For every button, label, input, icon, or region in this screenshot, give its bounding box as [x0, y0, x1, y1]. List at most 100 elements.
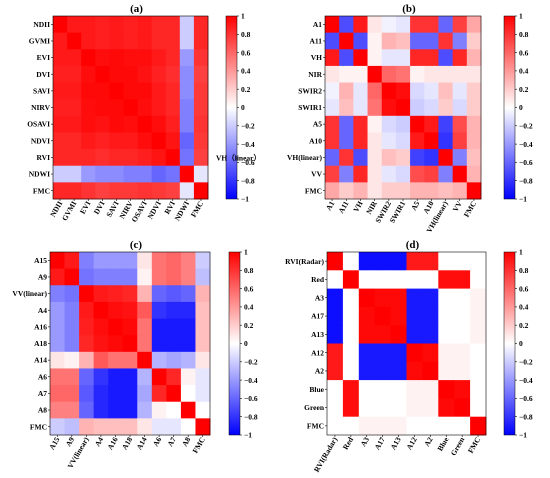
heatmap-panel-c: (c) A15 A9 VV(linear) A4 A16 A18 A14 A6 A7 A8 FMC A1… — [0, 236, 275, 478]
heatmap-cell-b-2-0 — [325, 49, 340, 67]
heatmap-cell-c-1-8 — [166, 268, 182, 286]
row-label-b-fmc: FMC — [305, 186, 322, 195]
colorbar-d — [503, 251, 516, 436]
colorbar-label-c-5: 0 — [244, 339, 248, 348]
colorbar-label-d-10: −1 — [519, 431, 527, 440]
heatmap-cell-b-0-2 — [353, 16, 368, 34]
col-label-b-a1: A1 — [324, 199, 337, 212]
heatmap-cell-c-9-8 — [166, 401, 182, 419]
heatmap-cell-b-6-6 — [410, 115, 425, 133]
heatmap-cell-c-1-4 — [108, 268, 124, 286]
heatmap-cell-a-2-9 — [179, 49, 195, 67]
heatmap-cell-c-1-5 — [122, 268, 138, 286]
heatmap-cell-c-9-6 — [137, 401, 153, 419]
heatmap-cell-c-10-5 — [122, 418, 138, 436]
heatmap-cell-d-7-9 — [470, 380, 487, 399]
heatmap-cell-a-0-4 — [109, 16, 124, 34]
heatmap-cell-d-3-2 — [358, 306, 376, 326]
heatmap-cell-d-6-5 — [406, 361, 423, 381]
heatmap-cell-a-10-2 — [81, 182, 96, 200]
heatmap-cell-c-7-9 — [180, 368, 196, 386]
colorbar-label-c-2: 0.6 — [244, 284, 254, 293]
heatmap-cell-b-2-9 — [452, 49, 468, 67]
heatmap-cell-b-2-4 — [381, 49, 397, 67]
colorbar-label-a-7: −0.4 — [241, 140, 255, 149]
heatmap-cell-b-9-7 — [424, 165, 439, 183]
colorbar-a — [225, 15, 238, 200]
heatmap-cell-b-2-8 — [438, 49, 454, 67]
heatmap-cell-d-4-5 — [406, 325, 423, 344]
heatmap-a-svg: (a)NDIIGVMIEVIDVISAVINIRVOSAVINDVIRVINDW… — [27, 3, 261, 224]
heatmap-cell-c-5-9 — [180, 335, 196, 353]
heatmap-cell-c-3-4 — [108, 301, 124, 319]
heatmap-cell-a-6-2 — [81, 115, 96, 133]
heatmap-cell-a-1-7 — [151, 32, 167, 50]
heatmap-cell-b-10-5 — [395, 182, 411, 200]
heatmap-cell-a-5-3 — [95, 99, 110, 117]
heatmap-cell-a-10-1 — [67, 182, 82, 200]
row-label-d-red: Red — [311, 275, 325, 284]
heatmap-cell-c-4-2 — [79, 318, 95, 336]
heatmap-cell-d-0-3 — [374, 252, 391, 271]
heatmap-cell-a-0-1 — [67, 16, 82, 34]
heatmap-cell-d-0-5 — [406, 252, 423, 271]
heatmap-cell-b-10-9 — [452, 182, 468, 200]
heatmap-panel-d: (d) RVI(Radar) Red A3 A17 A13 A12 A2 Blue Green FM… — [275, 236, 550, 478]
col-label-a-fmc: FMC — [189, 200, 205, 219]
colorbar-label-a-4: 0.2 — [241, 85, 251, 94]
heatmap-cell-d-0-8 — [454, 252, 471, 271]
heatmap-cell-a-0-7 — [151, 16, 167, 34]
heatmap-cell-c-2-9 — [180, 285, 196, 303]
heatmap-cell-d-8-4 — [390, 398, 407, 418]
heatmap-cell-b-6-4 — [381, 115, 397, 133]
heatmap-cell-c-7-8 — [166, 368, 182, 386]
colorbar-label-d-9: −0.8 — [519, 412, 533, 421]
colorbar-label-c-4: 0.2 — [244, 321, 254, 330]
heatmap-cell-b-4-0 — [325, 82, 340, 100]
heatmap-cell-d-2-5 — [406, 288, 423, 308]
heatmap-cell-a-6-7 — [151, 115, 167, 133]
heatmap-cell-b-7-6 — [410, 132, 425, 150]
heatmap-cell-a-7-10 — [193, 132, 209, 150]
heatmap-cell-c-6-10 — [195, 351, 211, 369]
heatmap-cell-d-6-8 — [454, 361, 471, 381]
heatmap-cell-c-6-7 — [151, 351, 167, 369]
heatmap-cell-a-5-8 — [165, 99, 181, 117]
heatmap-cell-d-2-9 — [470, 288, 487, 308]
heatmap-cell-a-5-9 — [179, 99, 195, 117]
heatmap-cell-c-10-3 — [93, 418, 109, 436]
heatmap-cell-b-9-6 — [410, 165, 425, 183]
heatmap-cell-b-4-8 — [438, 82, 454, 100]
colorbar-label-b-6: −0.2 — [519, 122, 533, 131]
heatmap-cell-b-3-10 — [466, 65, 482, 83]
heatmap-cell-b-9-8 — [438, 165, 454, 183]
heatmap-cell-b-4-5 — [395, 82, 411, 100]
heatmap-cell-d-0-9 — [470, 252, 487, 271]
col-label-c-a8: A8 — [180, 435, 193, 448]
colorbar-label-b-1: 0.8 — [519, 30, 529, 39]
heatmap-cell-c-1-3 — [93, 268, 109, 286]
heatmap-cell-c-6-2 — [79, 351, 95, 369]
heatmap-cell-c-1-1 — [64, 268, 80, 286]
heatmap-cell-d-3-0 — [327, 306, 344, 326]
heatmap-cell-a-4-0 — [53, 82, 68, 100]
heatmap-cell-c-7-2 — [79, 368, 95, 386]
heatmap-panel-b: (b) A1 A11 VH NIR SWIR2 SWIR1 A5 A10 VH(linear) VV… — [275, 0, 550, 241]
colorbar-label-c-8: −0.6 — [244, 394, 258, 403]
heatmap-cell-a-5-5 — [123, 99, 138, 117]
heatmap-cell-a-9-7 — [151, 165, 167, 183]
heatmap-cell-c-0-3 — [93, 252, 109, 270]
heatmap-cell-b-10-1 — [339, 182, 354, 200]
heatmap-cell-c-0-5 — [122, 252, 138, 270]
heatmap-cell-a-4-4 — [109, 82, 124, 100]
heatmap-cell-d-4-2 — [358, 325, 376, 344]
heatmap-cell-a-0-0 — [53, 16, 68, 34]
heatmap-cell-a-3-9 — [179, 65, 195, 83]
heatmap-cell-c-9-4 — [108, 401, 124, 419]
heatmap-cell-a-10-9 — [179, 182, 195, 200]
heatmap-cell-b-6-7 — [424, 115, 439, 133]
heatmap-cell-a-2-8 — [165, 49, 181, 67]
heatmap-cell-b-10-10 — [466, 182, 482, 200]
heatmap-cell-b-3-9 — [452, 65, 468, 83]
row-label-d-fmc: FMC — [307, 421, 324, 430]
